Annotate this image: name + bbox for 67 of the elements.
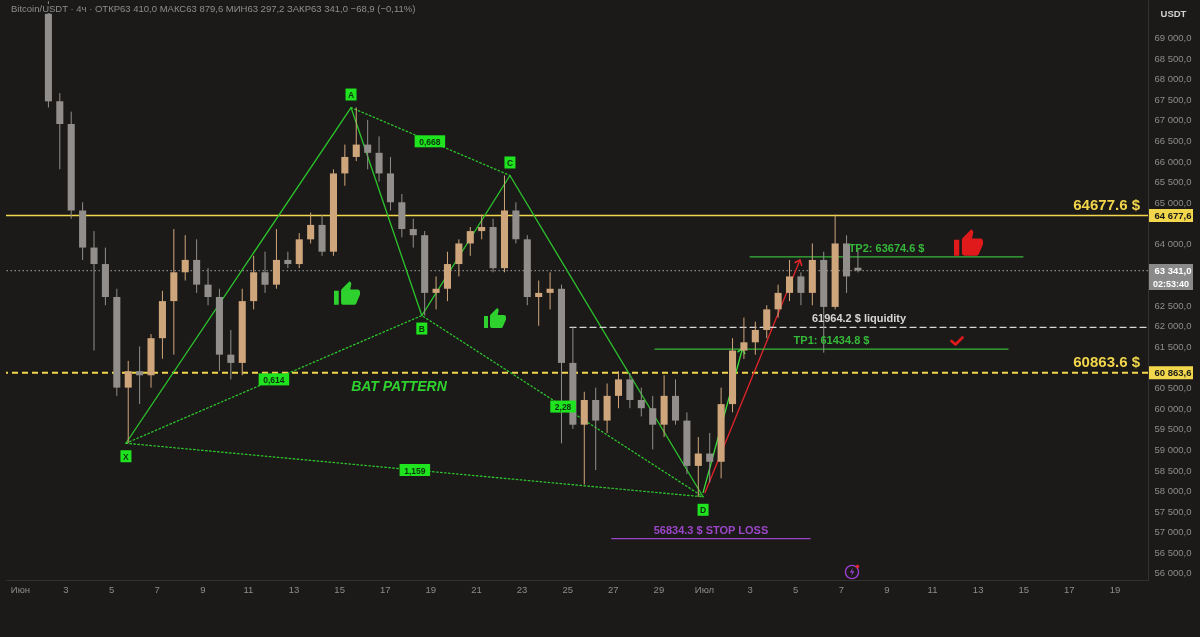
annotation: C (506, 157, 514, 168)
y-tick-label: 60 863,6 (1154, 367, 1192, 379)
y-tick-label: 65 500,0 (1154, 176, 1192, 188)
series-label: 56834.3 $ STOP LOSS (653, 523, 769, 536)
x-tick-label: 25 (562, 583, 573, 595)
y-tick-label: 64 000,0 (1154, 237, 1192, 249)
y-axis-title: USDT (1160, 7, 1187, 19)
x-tick-label: 9 (884, 583, 890, 595)
x-tick-label: Июл (694, 583, 715, 595)
y-tick-label: 62 500,0 (1154, 299, 1192, 311)
x-tick-label: 3 (63, 583, 69, 595)
x-tick-label: 15 (334, 583, 345, 595)
x-tick-label: 7 (154, 583, 160, 595)
y-tick-label: 60 500,0 (1154, 382, 1192, 394)
annotation: BAT PATTERN (351, 378, 448, 394)
y-tick-label: 66 000,0 (1154, 155, 1192, 167)
y-tick-label: 58 000,0 (1154, 485, 1192, 497)
x-tick-label: 9 (200, 583, 206, 595)
x-tick-label: 19 (425, 583, 437, 595)
y-tick-label: 66 500,0 (1154, 134, 1192, 146)
x-tick-label: 29 (653, 583, 665, 595)
y-tick-label: 61 500,0 (1154, 340, 1192, 352)
y-tick-label: 65 000,0 (1154, 196, 1192, 208)
y-tick-label: 60 000,0 (1154, 402, 1192, 414)
ref-line-label: 64677.6 $ (1073, 195, 1141, 213)
annotation: D (699, 505, 707, 516)
x-tick-label: 17 (1064, 583, 1075, 595)
y-tick-label: 57 500,0 (1154, 505, 1192, 517)
y-tick-label: 68 500,0 (1154, 52, 1192, 64)
x-tick-label: 19 (1109, 583, 1121, 595)
y-tick-label: 59 500,0 (1154, 423, 1192, 435)
annotation: B (418, 324, 425, 335)
x-tick-label: 17 (379, 583, 391, 595)
y-tick-label: 56 000,0 (1154, 567, 1192, 579)
x-tick-label: 21 (471, 583, 482, 595)
series-label: 61964.2 $ liquidity (811, 312, 907, 325)
annotation: 2,28 (554, 402, 572, 413)
x-tick-label: 13 (972, 583, 984, 595)
y-tick-label: 59 000,0 (1154, 443, 1192, 455)
y-tick-label: 58 500,0 (1154, 464, 1192, 476)
y-tick-label: 64 677,6 (1154, 210, 1192, 222)
y-tick-label: 57 000,0 (1154, 526, 1192, 538)
x-tick-label: 11 (927, 583, 938, 595)
x-tick-label: 27 (608, 583, 619, 595)
y-tick-label: 67 500,0 (1154, 93, 1192, 105)
y-tick-label: 63 341,0 (1154, 265, 1192, 277)
ref-line-label: 60863.6 $ (1073, 352, 1141, 370)
y-tick-label: 69 000,0 (1154, 31, 1192, 43)
x-tick-label: Июн (10, 583, 31, 595)
x-tick-label: 7 (838, 583, 844, 595)
annotation: A (347, 90, 355, 101)
x-tick-label: 13 (288, 583, 300, 595)
annotation: 0,614 (263, 374, 285, 385)
annotation: 1,159 (404, 465, 426, 476)
annotation: X (123, 451, 130, 462)
y-tick-label: 56 500,0 (1154, 546, 1192, 558)
x-tick-label: 5 (793, 583, 799, 595)
annotation: 0,668 (419, 136, 441, 147)
x-tick-label: 3 (747, 583, 753, 595)
y-tick-label: 67 000,0 (1154, 114, 1192, 126)
y-tick-label: 62 000,0 (1154, 320, 1192, 332)
x-tick-label: 5 (108, 583, 115, 595)
y-tick-label: 68 000,0 (1154, 73, 1192, 85)
x-tick-label: 23 (516, 583, 528, 595)
x-tick-label: 11 (243, 583, 254, 595)
text: 02:53:40 (1152, 278, 1190, 289)
x-tick-label: 15 (1018, 583, 1030, 595)
